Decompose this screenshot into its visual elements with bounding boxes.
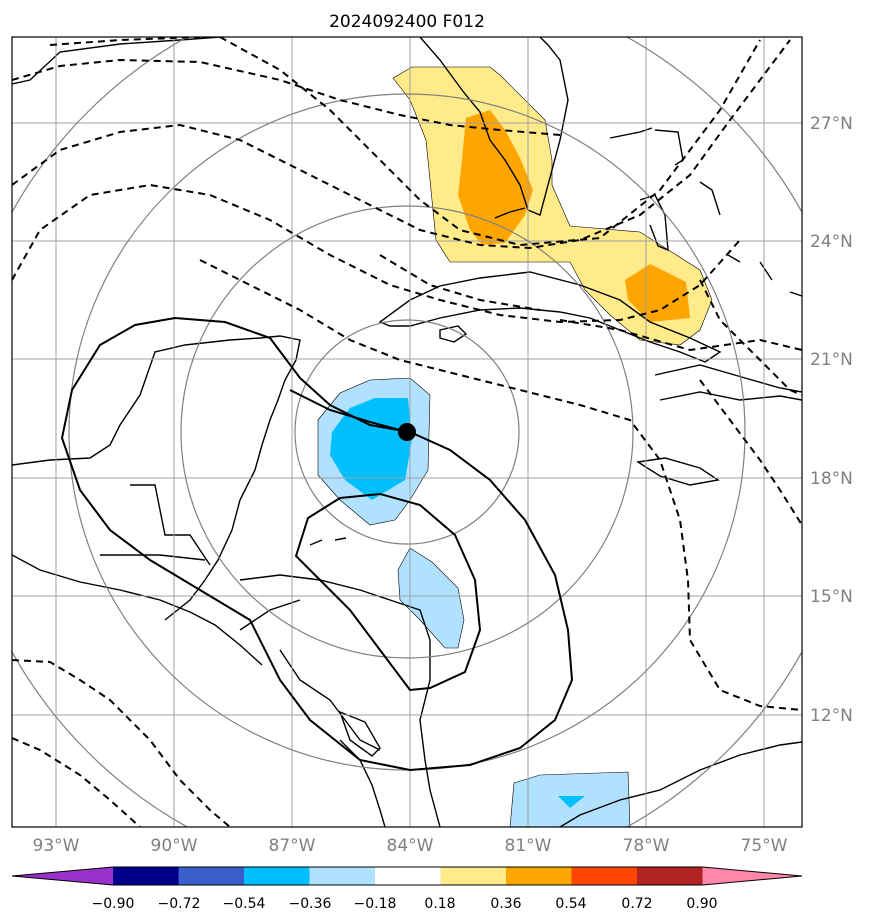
map-frame (11, 36, 803, 828)
lat-label: 27°N (810, 114, 853, 134)
colorbar-tick-label: −0.90 (92, 896, 135, 912)
colorbar-tick-label: −0.36 (289, 896, 332, 912)
colorbar-segment (440, 867, 506, 885)
colorbar-tick-label: −0.54 (223, 896, 266, 912)
lat-label: 24°N (810, 232, 853, 252)
lon-label: 93°W (33, 836, 80, 856)
colorbar-tick-label: 0.54 (555, 896, 586, 912)
map-area (12, 37, 802, 827)
lat-label: 12°N (810, 706, 853, 726)
lat-label: 18°N (810, 469, 853, 489)
storm-track (289, 389, 416, 441)
colorbar-segment (702, 867, 802, 885)
longitude-labels: 93°W 90°W 87°W 84°W 81°W 78°W 75°W (33, 836, 788, 856)
lon-label: 81°W (505, 836, 552, 856)
colorbar-tick-label: −0.72 (158, 896, 201, 912)
graticule (12, 37, 802, 827)
colorbar-tick-labels: −0.90 −0.72 −0.54 −0.36 −0.18 0.18 0.36 … (92, 896, 718, 912)
storm-center-marker (398, 423, 416, 441)
lon-label: 84°W (387, 836, 434, 856)
latitude-labels: 27°N 24°N 21°N 18°N 15°N 12°N (810, 114, 853, 726)
colorbar-segment (571, 867, 637, 885)
colorbar-segment (375, 867, 441, 885)
dashed-contours (12, 37, 802, 827)
lon-label: 87°W (269, 836, 316, 856)
lat-label: 21°N (810, 350, 853, 370)
colorbar-segment (506, 867, 572, 885)
coastlines (12, 37, 802, 827)
colorbar-tick-label: 0.72 (621, 896, 652, 912)
colorbar-segment (244, 867, 310, 885)
lon-label: 90°W (151, 836, 198, 856)
colorbar-outline (11, 866, 803, 886)
colorbar-tick-label: 0.90 (686, 896, 717, 912)
lon-label: 78°W (623, 836, 670, 856)
colorbar-segments (11, 866, 803, 886)
colorbar-tick-label: 0.36 (490, 896, 521, 912)
colorbar-segment (12, 867, 113, 885)
lat-label: 15°N (810, 587, 853, 607)
map-title: 2024092400 F012 (329, 12, 485, 32)
colorbar-segment (113, 867, 179, 885)
colorbar-tick-label: 0.18 (424, 896, 455, 912)
colorbar-tick-label: −0.18 (354, 896, 397, 912)
lon-label: 75°W (741, 836, 788, 856)
colorbar-segment (178, 867, 244, 885)
colorbar-segment (637, 867, 703, 885)
colorbar-segment (309, 867, 375, 885)
solid-contours (60, 316, 574, 772)
colorbar: −0.90 −0.72 −0.54 −0.36 −0.18 0.18 0.36 … (11, 866, 803, 912)
